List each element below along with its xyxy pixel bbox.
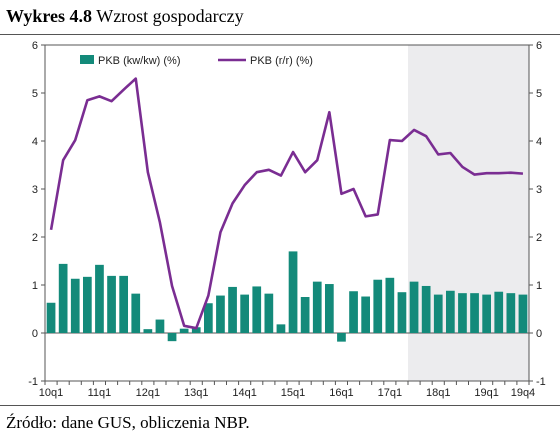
bar [203, 303, 213, 333]
y-tick-label-left: 4 [32, 136, 38, 148]
bar [70, 278, 80, 333]
tick-labels: -1 -1 0 0 1 1 2 2 3 3 4 4 5 5 6 6 10q1 11q1 12q1 13q1 14q1 15… [28, 40, 546, 399]
bar [312, 281, 322, 333]
bar [107, 275, 116, 333]
bar [82, 276, 92, 333]
bar [433, 294, 443, 333]
y-tick-label-right: 2 [536, 232, 542, 244]
bar [349, 291, 358, 333]
x-tick-label: 14q1 [232, 387, 256, 399]
y-tick-label-left: 2 [32, 232, 38, 244]
bar [421, 285, 431, 333]
bar [409, 281, 419, 333]
y-tick-label-left: 1 [32, 280, 38, 292]
bar [46, 302, 56, 333]
legend-label-kwkw: PKB (kw/kw) (%) [98, 55, 181, 67]
x-tick-label: 17q1 [378, 387, 402, 399]
y-tick-label-right: 3 [536, 184, 542, 196]
x-tick-label: 12q1 [136, 387, 160, 399]
bar [167, 333, 177, 342]
chart-title-number: Wykres 4.8 [6, 6, 93, 26]
y-tick-label-right: 6 [536, 40, 542, 52]
bar [58, 263, 68, 333]
bar [240, 294, 250, 333]
y-tick-label-right: 1 [536, 280, 542, 292]
y-tick-label-left: 5 [32, 88, 38, 100]
bar [119, 275, 129, 333]
y-tick-label-left: -1 [28, 376, 38, 388]
legend-swatch-kwkw [80, 55, 94, 64]
bar [518, 294, 528, 333]
bar [276, 324, 286, 333]
bar [228, 286, 237, 333]
bar [482, 294, 492, 333]
y-tick-label-left: 3 [32, 184, 38, 196]
legend: PKB (kw/kw) (%) PKB (r/r) (%) [80, 55, 313, 67]
bar [494, 291, 504, 333]
bar [95, 264, 104, 333]
chart-title: Wykres 4.8 Wzrost gospodarczy [6, 6, 244, 27]
bar [470, 293, 479, 333]
bar [191, 327, 201, 333]
x-tick-label: 18q1 [426, 387, 450, 399]
x-tick-label: 13q1 [184, 387, 208, 399]
bar [337, 333, 346, 342]
y-tick-label-right: 5 [536, 88, 542, 100]
y-tick-label-right: -1 [536, 376, 546, 388]
bar [155, 319, 165, 333]
legend-label-rr: PKB (r/r) (%) [250, 55, 313, 67]
bar-series-kwkw [46, 251, 528, 342]
x-tick-label: 19q4 [511, 387, 535, 399]
bar [264, 293, 274, 333]
y-tick-label-right: 0 [536, 328, 542, 340]
top-rule [0, 34, 560, 35]
x-tick-label: 16q1 [329, 387, 353, 399]
bar [506, 293, 516, 333]
bottom-rule [0, 405, 560, 406]
y-tick-label-left: 6 [32, 40, 38, 52]
bar [373, 279, 383, 333]
x-tick-label: 15q1 [281, 387, 305, 399]
bar [361, 296, 371, 333]
line-series-rr [49, 77, 524, 330]
bar [385, 277, 395, 333]
x-tick-label: 10q1 [39, 387, 63, 399]
bar [300, 297, 310, 333]
bar [324, 284, 334, 333]
bar [131, 293, 141, 333]
bar [179, 328, 189, 333]
y-tick-label-right: 4 [536, 136, 542, 148]
bar [397, 292, 407, 333]
chart-title-text: Wzrost gospodarczy [96, 6, 244, 26]
bar [288, 251, 298, 333]
y-tick-label-left: 0 [32, 328, 38, 340]
bar [143, 329, 153, 333]
growth-chart: -1 -1 0 0 1 1 2 2 3 3 4 4 5 5 6 6 10q1 11q1 12q1 13q1 14q1 15… [28, 40, 546, 399]
bar [445, 290, 455, 333]
bar [252, 286, 262, 333]
bar [458, 293, 467, 333]
bar [216, 295, 225, 333]
source-note: Źródło: dane GUS, obliczenia NBP. [6, 413, 250, 432]
x-tick-label: 11q1 [88, 387, 112, 399]
x-tick-label: 19q1 [474, 387, 498, 399]
